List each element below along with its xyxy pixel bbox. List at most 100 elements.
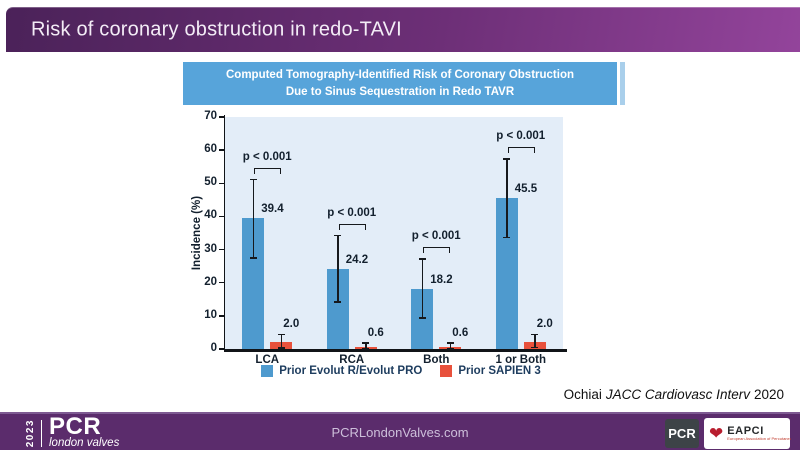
error-bar-cap	[334, 234, 342, 237]
value-label: 0.6	[367, 327, 384, 340]
error-bar-line	[421, 258, 423, 319]
error-bar-line	[337, 235, 339, 302]
citation-journal: JACC Cardiovasc Interv	[605, 387, 750, 402]
error-bar-line	[449, 343, 451, 349]
error-bar-cap	[277, 347, 285, 349]
significance-bracket	[254, 167, 282, 174]
pcr-logo-text: PCR	[49, 412, 102, 440]
chart-title-line2: Due to Sinus Sequestration in Redo TAVR	[285, 85, 515, 98]
value-label: 2.0	[283, 318, 300, 331]
error-bar-cap	[418, 258, 426, 260]
legend-swatch-sapien	[440, 365, 453, 377]
y-tick-label: 60	[204, 143, 217, 156]
error-bar-cap	[249, 178, 257, 181]
y-axis	[223, 115, 225, 349]
category-label: LCA	[255, 354, 280, 366]
p-value-label: p < 0.001	[411, 230, 461, 243]
y-tick-label: 40	[204, 209, 217, 222]
footer-website: PCRLondonValves.com	[331, 425, 469, 440]
error-bar-cap	[362, 348, 370, 350]
eapci-name: EAPCI	[727, 425, 764, 438]
error-bar-cap	[446, 348, 454, 350]
error-bar-cap	[531, 333, 539, 336]
chart-title-line1: Computed Tomography-Identified Risk of C…	[226, 68, 574, 81]
error-bar-cap	[418, 317, 426, 319]
chart-plot-area: 0 10 20 30 40 50 60 70 39.4 2.0 p < 0.001 LCA 24.2 0.…	[183, 62, 619, 384]
pcr-badge: PCR	[665, 419, 699, 448]
legend-item-evolut: Prior Evolut R/Evolut PRO	[261, 365, 422, 377]
value-label: 2.0	[536, 318, 553, 331]
bar-evolut-3	[495, 198, 518, 349]
chart-title-edge	[620, 62, 625, 105]
citation-year: 2020	[753, 387, 784, 402]
legend-swatch-evolut	[261, 365, 274, 377]
citation: Ochiai JACC Cardiovasc Interv 2020	[564, 387, 784, 402]
y-tick-label: 30	[204, 242, 217, 255]
y-tick-label: 20	[204, 275, 217, 288]
bar-evolut-0	[242, 218, 265, 349]
value-label: 24.2	[345, 253, 369, 266]
legend-item-sapien: Prior SAPIEN 3	[440, 365, 541, 377]
eapci-tagline: European Association of Percutaneous Car…	[727, 437, 791, 442]
logo-text: PCR london valves	[49, 412, 120, 450]
category-label: RCA	[339, 354, 365, 366]
legend-label-sapien: Prior SAPIEN 3	[458, 365, 541, 377]
y-tick-label: 10	[204, 308, 217, 321]
y-tick-mark	[219, 348, 224, 350]
error-bar-line	[365, 343, 367, 349]
pcr-london-valves-logo: 2023 PCR london valves	[25, 412, 120, 450]
y-tick-mark	[219, 248, 224, 251]
legend-label-evolut: Prior Evolut R/Evolut PRO	[279, 365, 423, 377]
error-bar-cap	[277, 333, 285, 336]
logo-divider	[41, 419, 42, 447]
p-value-label: p < 0.001	[496, 130, 546, 143]
error-bar-line	[534, 334, 536, 348]
london-valves-text: london valves	[49, 437, 120, 450]
error-bar-line	[506, 158, 508, 238]
footer-bar: 2023 PCR london valves PCRLondonValves.c…	[0, 412, 800, 450]
citation-author: Ochiai	[563, 387, 602, 402]
y-tick-label: 0	[210, 342, 217, 354]
value-label: 18.2	[430, 273, 453, 286]
y-tick-mark	[219, 149, 224, 151]
y-tick-mark	[219, 281, 224, 284]
error-bar-cap	[503, 236, 511, 239]
heart-icon: ❤	[709, 424, 724, 443]
bar-evolut-1	[326, 268, 349, 349]
chart-title-box: Computed Tomography-Identified Risk of C…	[183, 62, 617, 105]
slide-title-bar: Risk of coronary obstruction in redo-TAV…	[6, 7, 800, 52]
eapci-text-block: EAPCI European Association of Percutaneo…	[727, 425, 791, 442]
chart-legend: Prior Evolut R/Evolut PRO Prior SAPIEN 3	[183, 365, 619, 377]
significance-bracket	[507, 147, 535, 154]
error-bar-cap	[531, 346, 539, 349]
y-tick-mark	[219, 182, 224, 185]
slide-title: Risk of coronary obstruction in redo-TAV…	[31, 18, 402, 41]
significance-bracket	[423, 247, 451, 254]
error-bar-cap	[503, 158, 511, 160]
p-value-label: p < 0.001	[242, 150, 292, 163]
eapci-badge: ❤ EAPCI European Association of Percutan…	[704, 418, 791, 449]
x-axis	[223, 349, 567, 352]
error-bar-line	[252, 179, 254, 258]
p-value-label: p < 0.001	[327, 207, 377, 220]
pcr-badge-text: PCR	[668, 426, 696, 441]
error-bar-cap	[249, 257, 257, 259]
error-bar-cap	[362, 342, 370, 344]
error-bar-line	[280, 334, 282, 348]
y-tick-mark	[219, 315, 224, 317]
value-label: 0.6	[452, 327, 469, 340]
value-label: 45.5	[514, 183, 538, 196]
y-tick-mark	[219, 215, 224, 218]
error-bar-cap	[446, 342, 454, 344]
chart-figure: Computed Tomography-Identified Risk of C…	[183, 62, 625, 384]
footer-logos: PCR ❤ EAPCI European Association of Perc…	[665, 418, 791, 449]
y-tick-label: 70	[204, 110, 217, 122]
value-label: 39.4	[261, 203, 284, 216]
y-tick-mark	[219, 116, 224, 118]
y-tick-label: 50	[204, 176, 217, 189]
significance-bracket	[338, 224, 366, 231]
error-bar-cap	[334, 301, 342, 303]
category-label: 1 or Both	[495, 354, 546, 366]
category-label: Both	[423, 354, 450, 366]
